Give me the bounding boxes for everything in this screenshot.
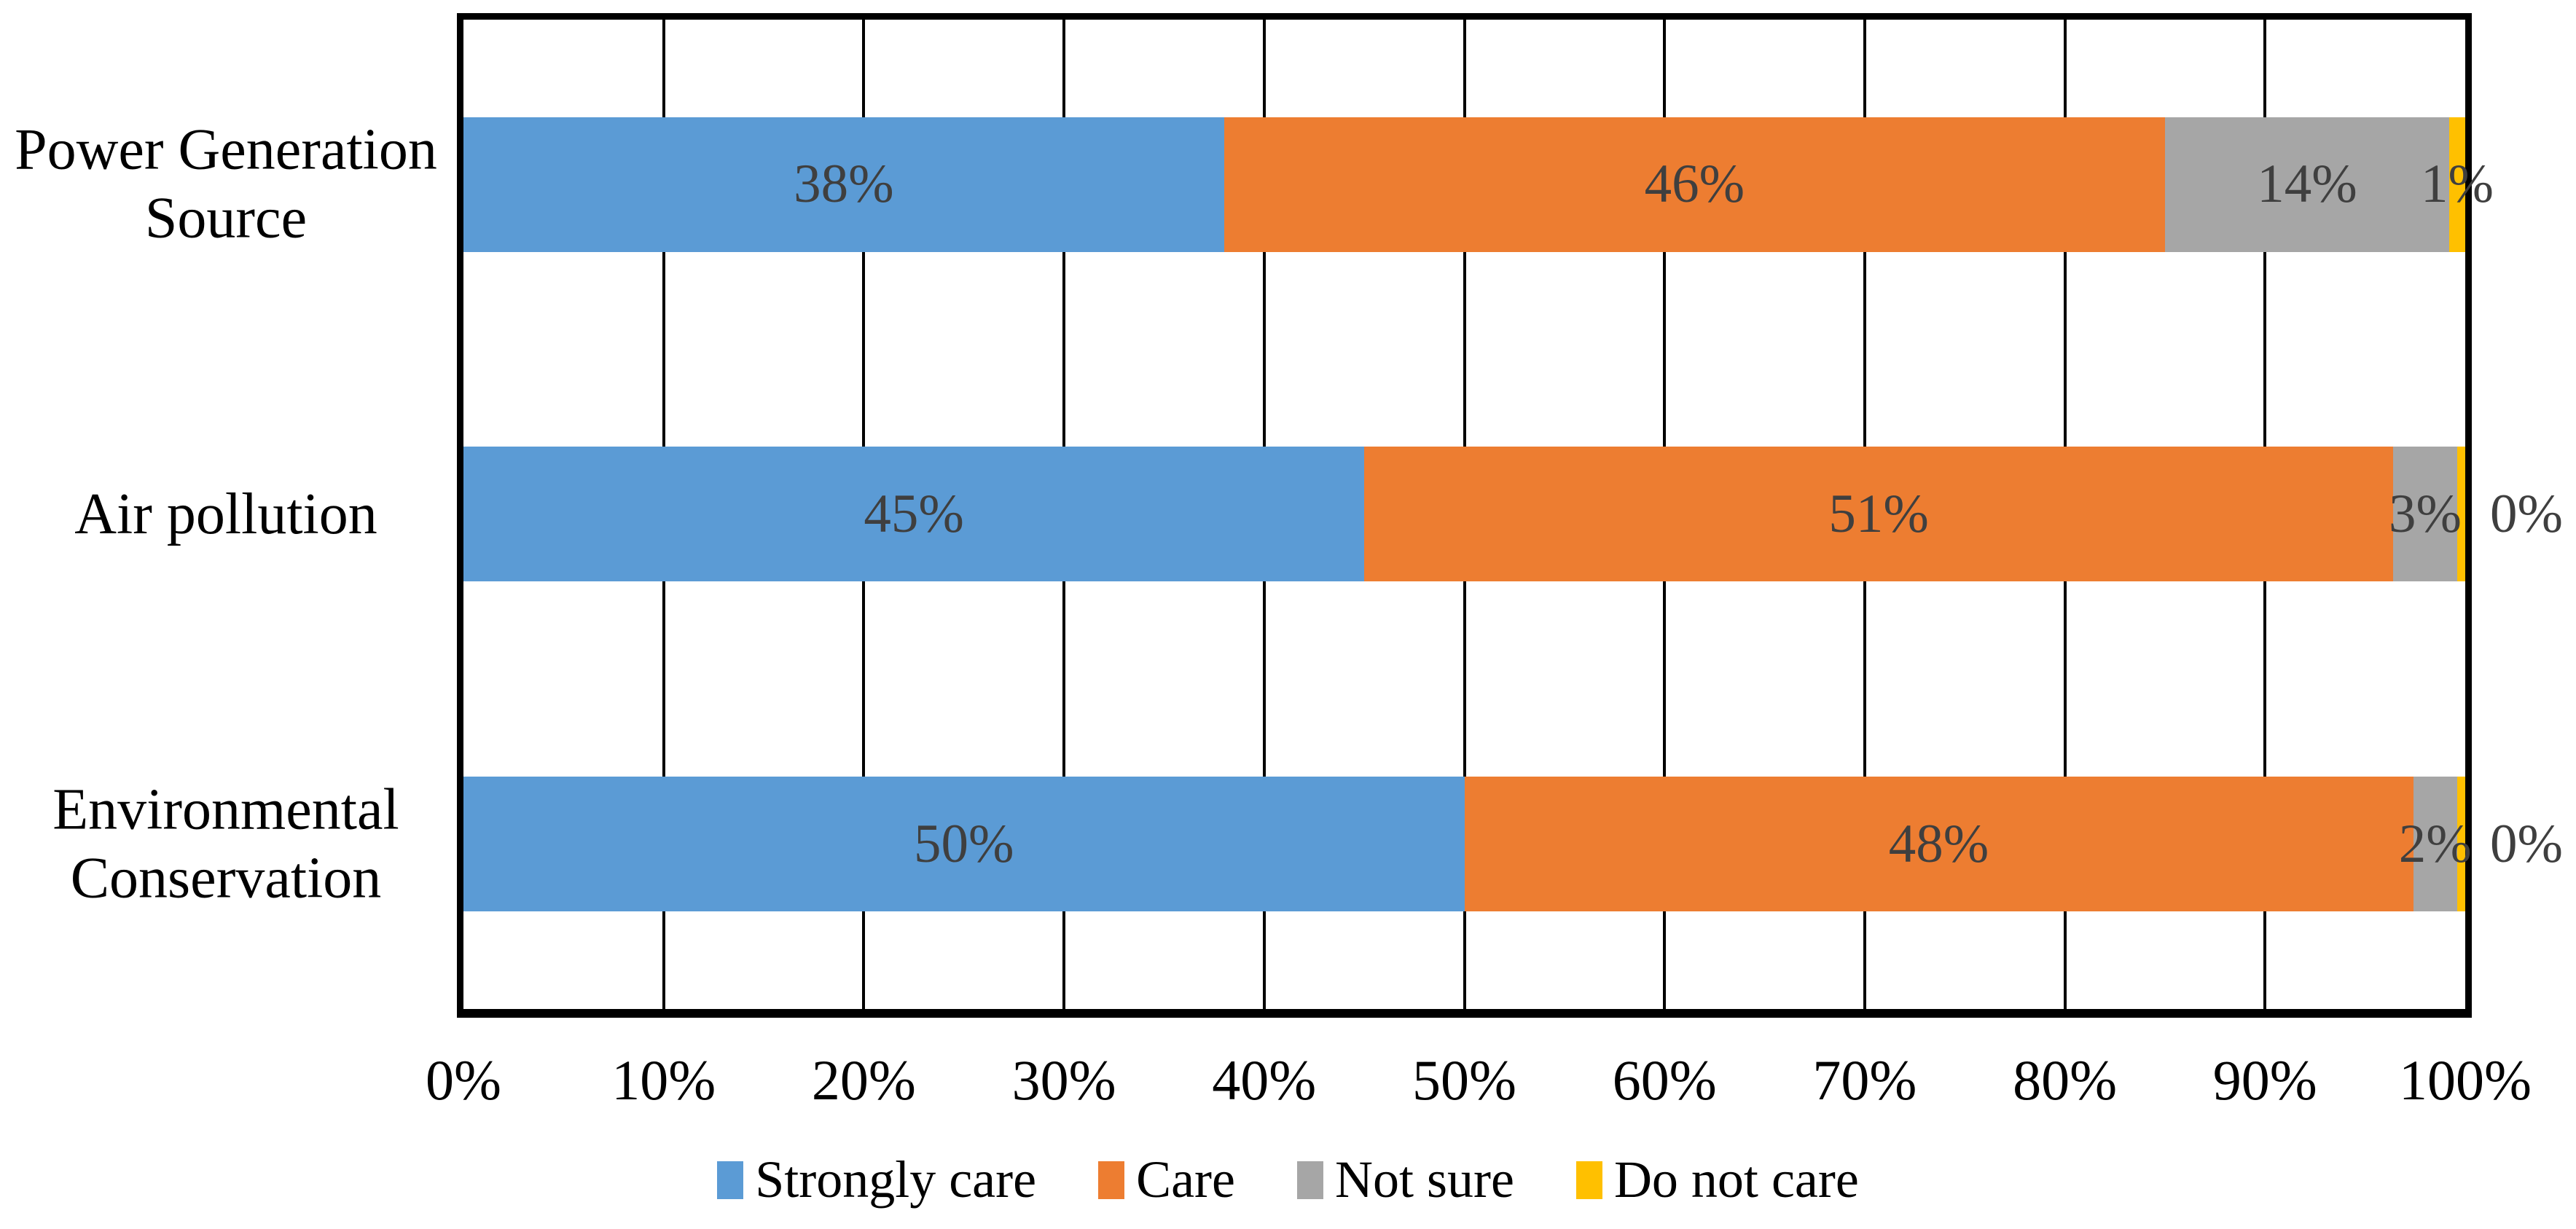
category-label-line: Conservation bbox=[70, 847, 382, 911]
bar: 38% 46% 14% 1% bbox=[463, 117, 2494, 252]
data-label: 50% bbox=[914, 813, 1014, 874]
category-label-line: Air pollution bbox=[74, 482, 377, 546]
legend-swatch-icon bbox=[1575, 1161, 1602, 1199]
legend-label: Not sure bbox=[1334, 1150, 1514, 1209]
x-tick-label: 30% bbox=[1011, 1048, 1116, 1112]
legend: Strongly care Care Not sure Do not care bbox=[0, 1150, 2576, 1210]
legend-item-care: Care bbox=[1098, 1150, 1235, 1210]
x-tick-label: 10% bbox=[611, 1048, 716, 1112]
data-label: 14% bbox=[2257, 154, 2357, 215]
bar: 50% 48% 2% bbox=[463, 777, 2472, 912]
x-tick-label: 70% bbox=[1812, 1048, 1917, 1112]
legend-swatch-icon bbox=[1296, 1161, 1323, 1199]
data-label: 51% bbox=[1828, 483, 1929, 544]
data-label: 1% bbox=[2420, 154, 2494, 215]
bar-segment-care: 51% bbox=[1364, 447, 2394, 582]
category-label-line: Power Generation bbox=[15, 117, 437, 182]
category-label-line: Environmental bbox=[52, 777, 399, 842]
legend-item-not-sure: Not sure bbox=[1296, 1150, 1514, 1210]
outside-data-label: 0% bbox=[2490, 813, 2563, 874]
data-label: 48% bbox=[1888, 813, 1989, 874]
x-tick-label: 20% bbox=[811, 1048, 916, 1112]
legend-item-strongly-care: Strongly care bbox=[717, 1150, 1036, 1210]
x-tick-label: 40% bbox=[1212, 1048, 1317, 1112]
data-label: 2% bbox=[2398, 813, 2472, 874]
plot-area: 38% 46% 14% 1% 45% 51% bbox=[457, 13, 2563, 1018]
bar: 45% 51% 3% bbox=[463, 447, 2465, 582]
legend-label: Care bbox=[1136, 1150, 1235, 1209]
bar-segment-do-not-care bbox=[2456, 777, 2465, 912]
bar-segment-not-sure: 14% bbox=[2164, 117, 2449, 252]
bar-row-air-pollution: 45% 51% 3% 0% bbox=[463, 350, 2563, 680]
data-label: 38% bbox=[794, 154, 894, 215]
data-label: 45% bbox=[864, 483, 964, 544]
legend-item-do-not-care: Do not care bbox=[1575, 1150, 1859, 1210]
bar-segment-do-not-care bbox=[2456, 447, 2465, 582]
legend-label: Do not care bbox=[1613, 1150, 1859, 1209]
bar-segment-not-sure: 3% bbox=[2389, 447, 2462, 582]
legend-swatch-icon bbox=[1098, 1161, 1125, 1199]
bar-segment-not-sure: 2% bbox=[2399, 777, 2472, 912]
legend-label: Strongly care bbox=[755, 1150, 1037, 1209]
outside-data-label: 0% bbox=[2490, 483, 2563, 544]
data-label: 46% bbox=[1644, 154, 1745, 215]
x-tick-label: 80% bbox=[2013, 1048, 2118, 1112]
bar-segment-care: 48% bbox=[1464, 777, 2413, 912]
category-label-air-pollution: Air pollution bbox=[7, 480, 445, 549]
bar-row-power-generation-source: 38% 46% 14% 1% bbox=[463, 20, 2494, 350]
bar-segment-strongly-care: 38% bbox=[463, 117, 1224, 252]
category-label-environmental-conservation: Environmental Conservation bbox=[7, 776, 445, 914]
bar-segment-do-not-care: 1% bbox=[2421, 117, 2494, 252]
x-axis: 0% 10% 20% 30% 40% 50% 60% 70% 80% 90% 1… bbox=[426, 1048, 2532, 1128]
bar-segment-strongly-care: 50% bbox=[463, 777, 1465, 912]
category-label-power-generation-source: Power Generation Source bbox=[7, 116, 445, 254]
x-tick-label: 90% bbox=[2212, 1048, 2317, 1112]
data-label: 3% bbox=[2389, 483, 2462, 544]
x-tick-label: 0% bbox=[426, 1048, 501, 1112]
bar-segment-strongly-care: 45% bbox=[463, 447, 1365, 582]
x-tick-label: 50% bbox=[1412, 1048, 1516, 1112]
x-tick-label: 100% bbox=[2399, 1048, 2532, 1112]
bar-row-environmental-conservation: 50% 48% 2% 0% bbox=[463, 679, 2563, 1009]
legend-swatch-icon bbox=[717, 1161, 744, 1199]
bar-segment-care: 46% bbox=[1224, 117, 2165, 252]
category-label-line: Source bbox=[144, 186, 308, 251]
x-tick-label: 60% bbox=[1612, 1048, 1717, 1112]
